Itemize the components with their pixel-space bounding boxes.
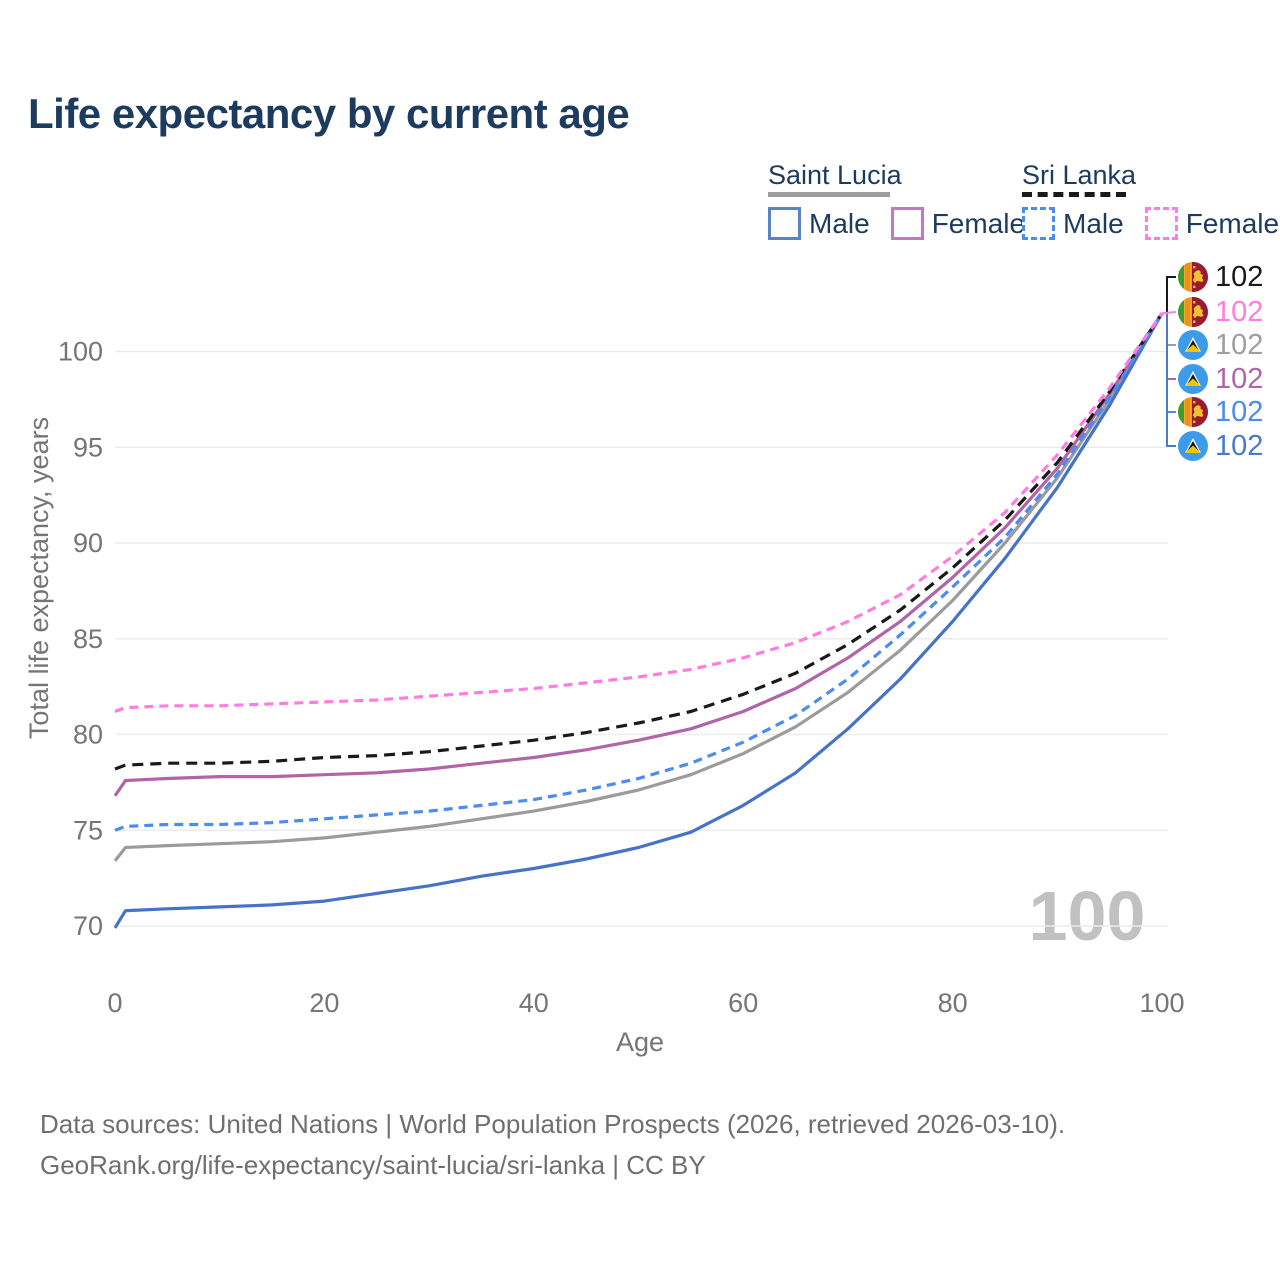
series-line-sri-lanka-male[interactable] — [114, 312, 1164, 832]
legend-label-female[interactable]: Female — [1185, 207, 1280, 239]
x-tick-label: 100 — [1139, 988, 1184, 1018]
sri-lanka-flag-icon — [1178, 397, 1208, 427]
endpoint-connector — [1166, 313, 1176, 413]
endpoint-label-row: 102 — [1178, 395, 1263, 429]
legend-swatch-saint-lucia-male[interactable] — [768, 207, 801, 240]
endpoint-connector — [1166, 313, 1176, 380]
x-tick-label: 40 — [519, 988, 549, 1018]
y-tick-label: 90 — [73, 528, 103, 558]
series-lines — [113, 312, 1164, 929]
x-tick-label: 20 — [309, 988, 339, 1018]
series-line-sri-lanka-female[interactable] — [114, 312, 1164, 714]
y-tick-label: 85 — [73, 624, 103, 654]
endpoint-label-row: 102 — [1178, 362, 1263, 396]
endpoint-connector — [1166, 313, 1176, 447]
sri-lanka-flag-icon — [1178, 262, 1208, 292]
legend-label-male[interactable]: Male — [1063, 207, 1124, 239]
endpoint-label-row: 102 — [1178, 429, 1263, 463]
legend-swatch-sri-lanka-female[interactable] — [1144, 207, 1178, 240]
legend-group-sri-lanka: Sri Lanka Male Female — [1022, 161, 1279, 240]
footer: Data sources: United Nations | World Pop… — [40, 1104, 1065, 1186]
endpoint-value: 102 — [1215, 328, 1264, 361]
series-line-saint-lucia[interactable] — [113, 312, 1164, 862]
saint-lucia-flag-icon — [1178, 431, 1208, 461]
legend-label-male[interactable]: Male — [809, 207, 870, 239]
x-tick-label: 0 — [107, 988, 122, 1018]
legend-swatch-saint-lucia-female[interactable] — [890, 207, 924, 240]
y-axis-title: Total life expectancy, years — [24, 417, 54, 739]
endpoint-label-row: 102 — [1178, 295, 1263, 329]
series-line-saint-lucia-female[interactable] — [113, 312, 1164, 797]
legend-swatch-sri-lanka-male[interactable] — [1022, 207, 1055, 240]
legend-country-line-swatch — [768, 192, 890, 197]
x-tick-label: 80 — [938, 988, 968, 1018]
legend-country-label[interactable]: Sri Lanka — [1022, 160, 1137, 190]
saint-lucia-flag-icon — [1178, 330, 1208, 360]
y-tick-label: 70 — [73, 911, 103, 941]
endpoint-connector — [1166, 313, 1176, 346]
hover-age-watermark: 100 — [1029, 877, 1146, 955]
endpoint-value: 102 — [1215, 295, 1264, 328]
y-tick-label: 100 — [58, 337, 103, 367]
legend-label-female[interactable]: Female — [931, 207, 1026, 239]
series-line-sri-lanka[interactable] — [114, 312, 1164, 771]
axis-ticks: 70 75 80 85 90 95 100 0 20 40 60 80 100 — [58, 337, 1185, 1019]
gridlines — [115, 350, 1168, 927]
endpoint-value: 102 — [1215, 395, 1264, 428]
endpoint-connector — [1161, 311, 1177, 315]
endpoint-value: 102 — [1215, 429, 1264, 462]
footer-attribution-link: GeoRank.org/life-expectancy/saint-lucia/… — [40, 1150, 706, 1180]
series-line-saint-lucia-male[interactable] — [113, 312, 1164, 929]
endpoint-connectors — [1161, 276, 1177, 447]
y-tick-label: 80 — [73, 720, 103, 750]
legend-country-label[interactable]: Saint Lucia — [768, 160, 902, 190]
y-tick-label: 75 — [73, 815, 103, 845]
x-axis-title: Age — [616, 1027, 664, 1057]
y-tick-label: 95 — [73, 432, 103, 462]
legend-country-line-swatch — [1022, 192, 1126, 197]
x-tick-label: 60 — [728, 988, 758, 1018]
endpoint-value: 102 — [1215, 362, 1264, 395]
page-title: Life expectancy by current age — [28, 90, 630, 137]
footer-data-sources: Data sources: United Nations | World Pop… — [40, 1109, 1066, 1139]
endpoint-label-row: 102 — [1178, 260, 1263, 294]
saint-lucia-flag-icon — [1178, 364, 1208, 394]
legend-group-saint-lucia: Saint Lucia Male Female — [768, 161, 1025, 240]
endpoint-label-row: 102 — [1178, 328, 1263, 362]
endpoint-value: 102 — [1215, 260, 1264, 293]
endpoint-connector — [1166, 276, 1176, 314]
sri-lanka-flag-icon — [1178, 297, 1208, 327]
